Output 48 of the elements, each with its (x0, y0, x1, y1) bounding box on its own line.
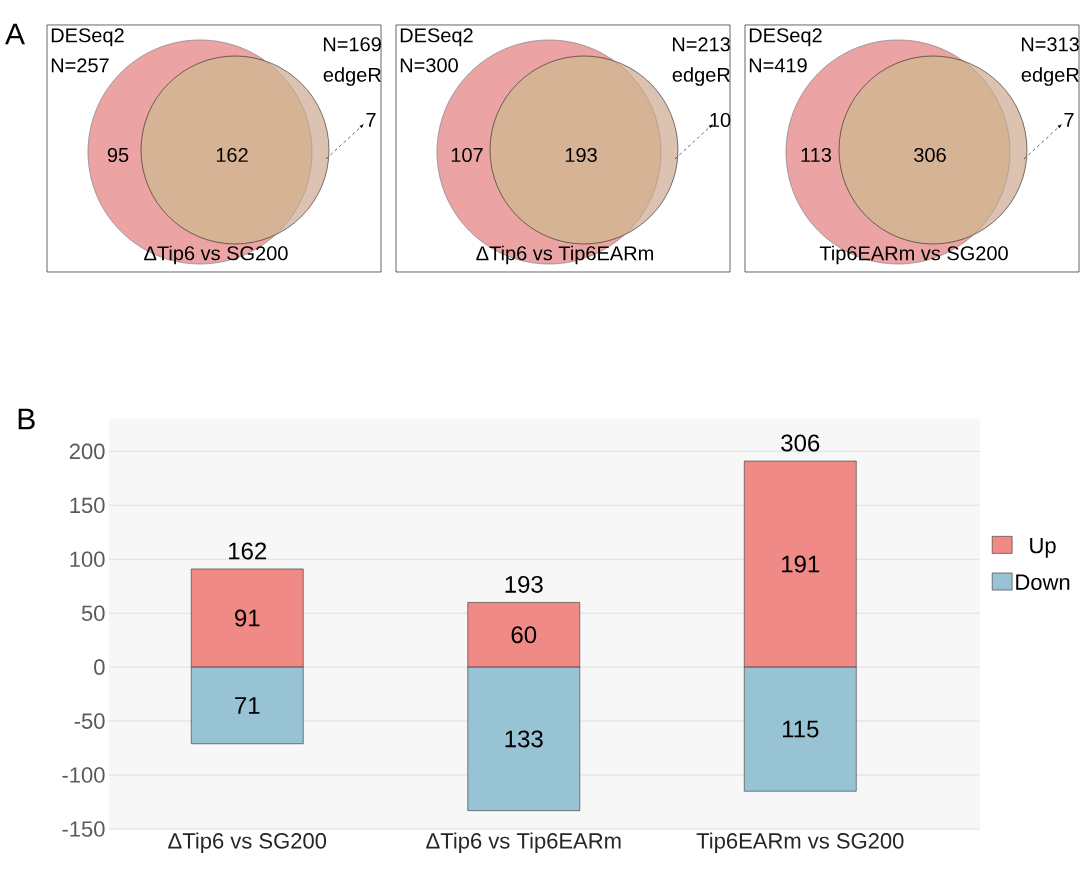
text: 7 (366, 113, 376, 127)
data-label: 191 (782, 555, 820, 573)
data-label: 60 (511, 626, 537, 644)
text: DESeq2 (400, 28, 473, 47)
text: ΔTip6 vs Tip6EARm (476, 245, 653, 265)
x-tick-label: Tip6EARm vs SG200 (696, 832, 904, 854)
y-tick-label: 150 (70, 497, 105, 514)
text: DESeq2 (51, 28, 124, 47)
annotation: 115 (782, 720, 819, 738)
text: N=169 (323, 37, 381, 52)
y-tick-label: 50 (81, 605, 105, 621)
y-tick-label: -150 (62, 821, 105, 837)
text: 193 (565, 147, 597, 163)
text: edgeR (323, 67, 381, 86)
x-tick-label: ΔTip6 vs Tip6EARm (426, 832, 621, 854)
text: N=213 (672, 37, 730, 52)
text: N=419 (749, 58, 807, 73)
x-tick-label: ΔTip6 vs SG200 (168, 832, 327, 854)
text: B (18, 408, 35, 430)
y-tick-label: -100 (62, 767, 105, 783)
y-tick-label: -50 (74, 713, 105, 729)
legend-label: Down (1016, 574, 1070, 590)
y-tick-label: 100 (70, 551, 105, 568)
annotation: 193 (505, 575, 543, 593)
text: 95 (107, 147, 129, 163)
text: Tip6EARm vs SG200 (819, 245, 1008, 265)
text: 7 (1064, 113, 1074, 127)
text: A (5, 23, 25, 45)
text: 306 (914, 147, 946, 163)
annotation: 71 (235, 697, 260, 714)
text: 162 (216, 147, 248, 163)
text: N=313 (1021, 37, 1079, 52)
text: 113 (801, 147, 832, 163)
annotation: 162 (229, 542, 267, 560)
text: 107 (451, 147, 483, 163)
data-label: 91 (235, 609, 260, 627)
text: N=300 (400, 58, 458, 73)
text: edgeR (1021, 67, 1079, 86)
text: 10 (710, 112, 731, 128)
y-tick-label: 0 (94, 659, 105, 675)
annotation: 306 (781, 434, 820, 452)
annotation: 133 (505, 730, 543, 748)
text: N=257 (51, 58, 109, 73)
y-tick-label: 200 (69, 443, 105, 460)
text: edgeR (672, 67, 730, 86)
text: DESeq2 (749, 28, 822, 47)
legend-label: Up (1030, 537, 1056, 558)
text: ΔTip6 vs SG200 (144, 245, 288, 265)
